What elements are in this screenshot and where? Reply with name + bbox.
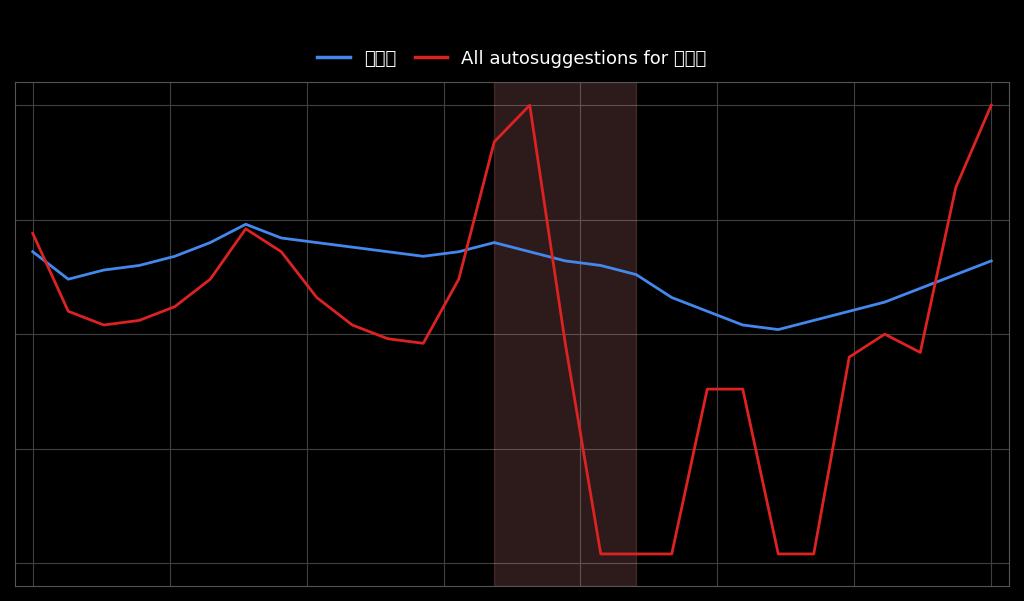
Bar <box>495 82 636 586</box>
Legend: 法轮功, All autosuggestions for 法轮功: 法轮功, All autosuggestions for 法轮功 <box>308 41 716 77</box>
